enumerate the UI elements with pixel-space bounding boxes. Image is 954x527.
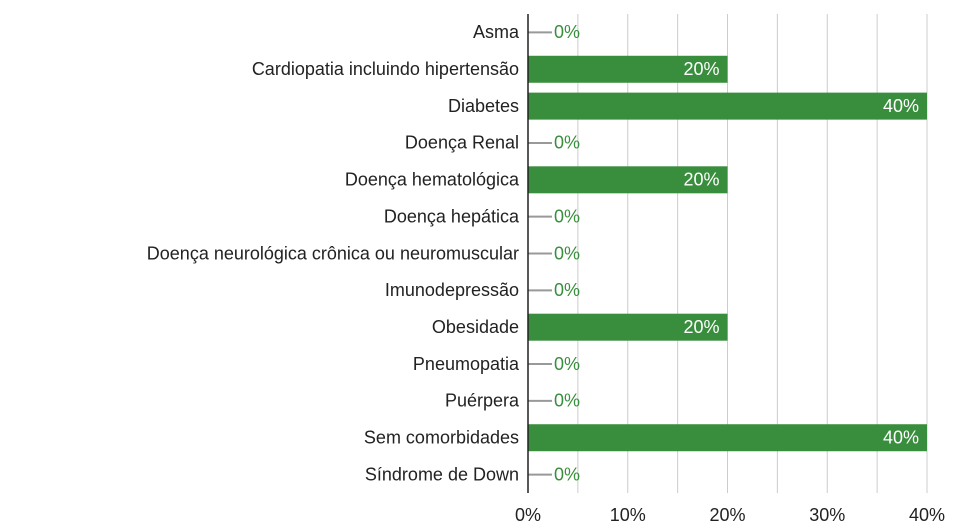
value-label: 0% [554,22,580,42]
bar [528,166,728,194]
y-tick-label: Diabetes [448,96,519,116]
y-tick-label: Doença hepática [384,206,520,226]
x-tick-label: 20% [709,505,745,525]
y-tick-label: Doença neurológica crônica ou neuromuscu… [147,243,519,263]
value-label: 0% [554,206,580,226]
y-tick-label: Sem comorbidades [364,427,519,447]
y-tick-label: Puérpera [445,391,520,411]
y-tick-label: Cardiopatia incluindo hipertensão [252,59,519,79]
x-tick-label: 10% [610,505,646,525]
y-tick-label: Pneumopatia [413,354,520,374]
value-label: 0% [554,280,580,300]
y-tick-label: Asma [473,22,520,42]
bar [528,313,728,341]
value-label: 0% [554,391,580,411]
value-label: 0% [554,354,580,374]
value-label: 0% [554,464,580,484]
y-tick-label: Síndrome de Down [365,464,519,484]
y-tick-label: Doença Renal [405,133,519,153]
value-label: 40% [883,427,919,447]
x-tick-label: 0% [515,505,541,525]
value-label: 0% [554,133,580,153]
value-label: 20% [683,317,719,337]
x-tick-label: 40% [909,505,945,525]
y-tick-label: Imunodepressão [385,280,519,300]
value-label: 20% [683,59,719,79]
bar [528,92,927,120]
bar [528,55,728,83]
value-label: 20% [683,170,719,190]
y-tick-label: Doença hematológica [345,170,520,190]
bar [528,424,927,452]
x-tick-label: 30% [809,505,845,525]
y-tick-label: Obesidade [432,317,519,337]
value-label: 40% [883,96,919,116]
value-label: 0% [554,243,580,263]
